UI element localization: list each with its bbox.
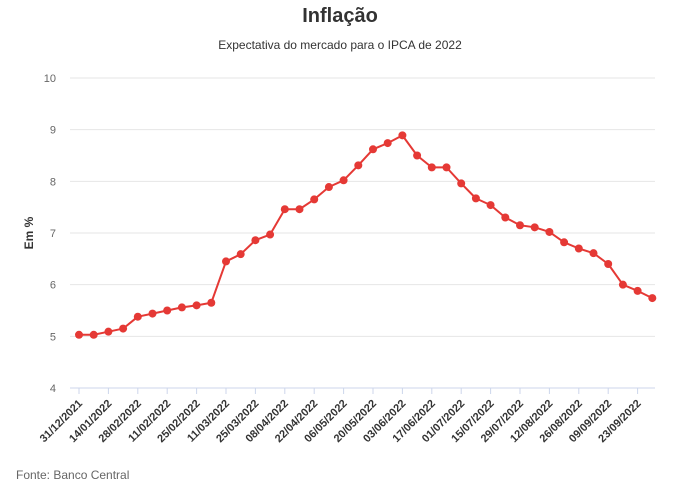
data-point[interactable] [398, 131, 407, 140]
y-tick-label: 7 [50, 228, 56, 240]
data-point[interactable] [339, 176, 348, 185]
y-axis-ticks: 4 5 6 7 8 9 10 [44, 73, 56, 395]
data-point[interactable] [501, 213, 510, 222]
y-tick-label: 6 [50, 280, 56, 292]
data-point[interactable] [324, 183, 333, 192]
data-point[interactable] [192, 301, 201, 310]
data-point[interactable] [89, 330, 98, 339]
chart-subtitle: Expectativa do mercado para o IPCA de 20… [218, 38, 462, 52]
data-point[interactable] [574, 244, 583, 253]
data-point[interactable] [280, 205, 289, 214]
data-point[interactable] [648, 294, 657, 303]
data-point[interactable] [560, 238, 569, 247]
data-point[interactable] [310, 195, 319, 204]
grid-lines [70, 77, 655, 389]
source-note: Fonte: Banco Central [16, 468, 130, 482]
data-point[interactable] [442, 163, 451, 172]
data-point[interactable] [604, 260, 613, 268]
chart-title: Inflação [302, 5, 378, 27]
data-point[interactable] [207, 298, 216, 307]
data-point[interactable] [119, 324, 128, 333]
data-point[interactable] [177, 303, 186, 312]
data-point[interactable] [530, 223, 539, 232]
data-point[interactable] [516, 221, 524, 230]
data-point[interactable] [133, 312, 142, 321]
data-point[interactable] [413, 151, 422, 160]
data-point[interactable] [163, 306, 172, 315]
data-point[interactable] [545, 227, 554, 236]
y-tick-label: 8 [50, 176, 56, 188]
data-point[interactable] [148, 309, 157, 318]
data-point[interactable] [104, 327, 113, 336]
data-point[interactable] [427, 163, 436, 172]
data-point[interactable] [369, 145, 377, 154]
series-ipca [75, 131, 657, 339]
data-point[interactable] [618, 280, 627, 289]
data-point[interactable] [486, 201, 495, 210]
data-point[interactable] [383, 139, 392, 148]
y-tick-label: 9 [50, 125, 56, 137]
data-point[interactable] [589, 249, 598, 258]
data-point[interactable] [295, 205, 304, 214]
data-point[interactable] [457, 179, 466, 188]
data-point[interactable] [266, 230, 275, 239]
y-tick-label: 10 [44, 73, 56, 85]
x-axis-ticks: 31/12/202114/01/202228/02/202211/02/2022… [38, 388, 644, 445]
y-tick-label: 5 [50, 331, 56, 343]
data-point[interactable] [471, 194, 480, 203]
data-point[interactable] [633, 286, 642, 295]
data-point[interactable] [354, 161, 363, 170]
y-axis-label: Em % [22, 216, 36, 249]
series-line [79, 134, 653, 336]
data-point[interactable] [222, 257, 230, 266]
y-tick-label: 4 [50, 383, 56, 395]
data-point[interactable] [236, 250, 245, 259]
data-point[interactable] [251, 236, 260, 245]
data-point[interactable] [75, 330, 83, 339]
